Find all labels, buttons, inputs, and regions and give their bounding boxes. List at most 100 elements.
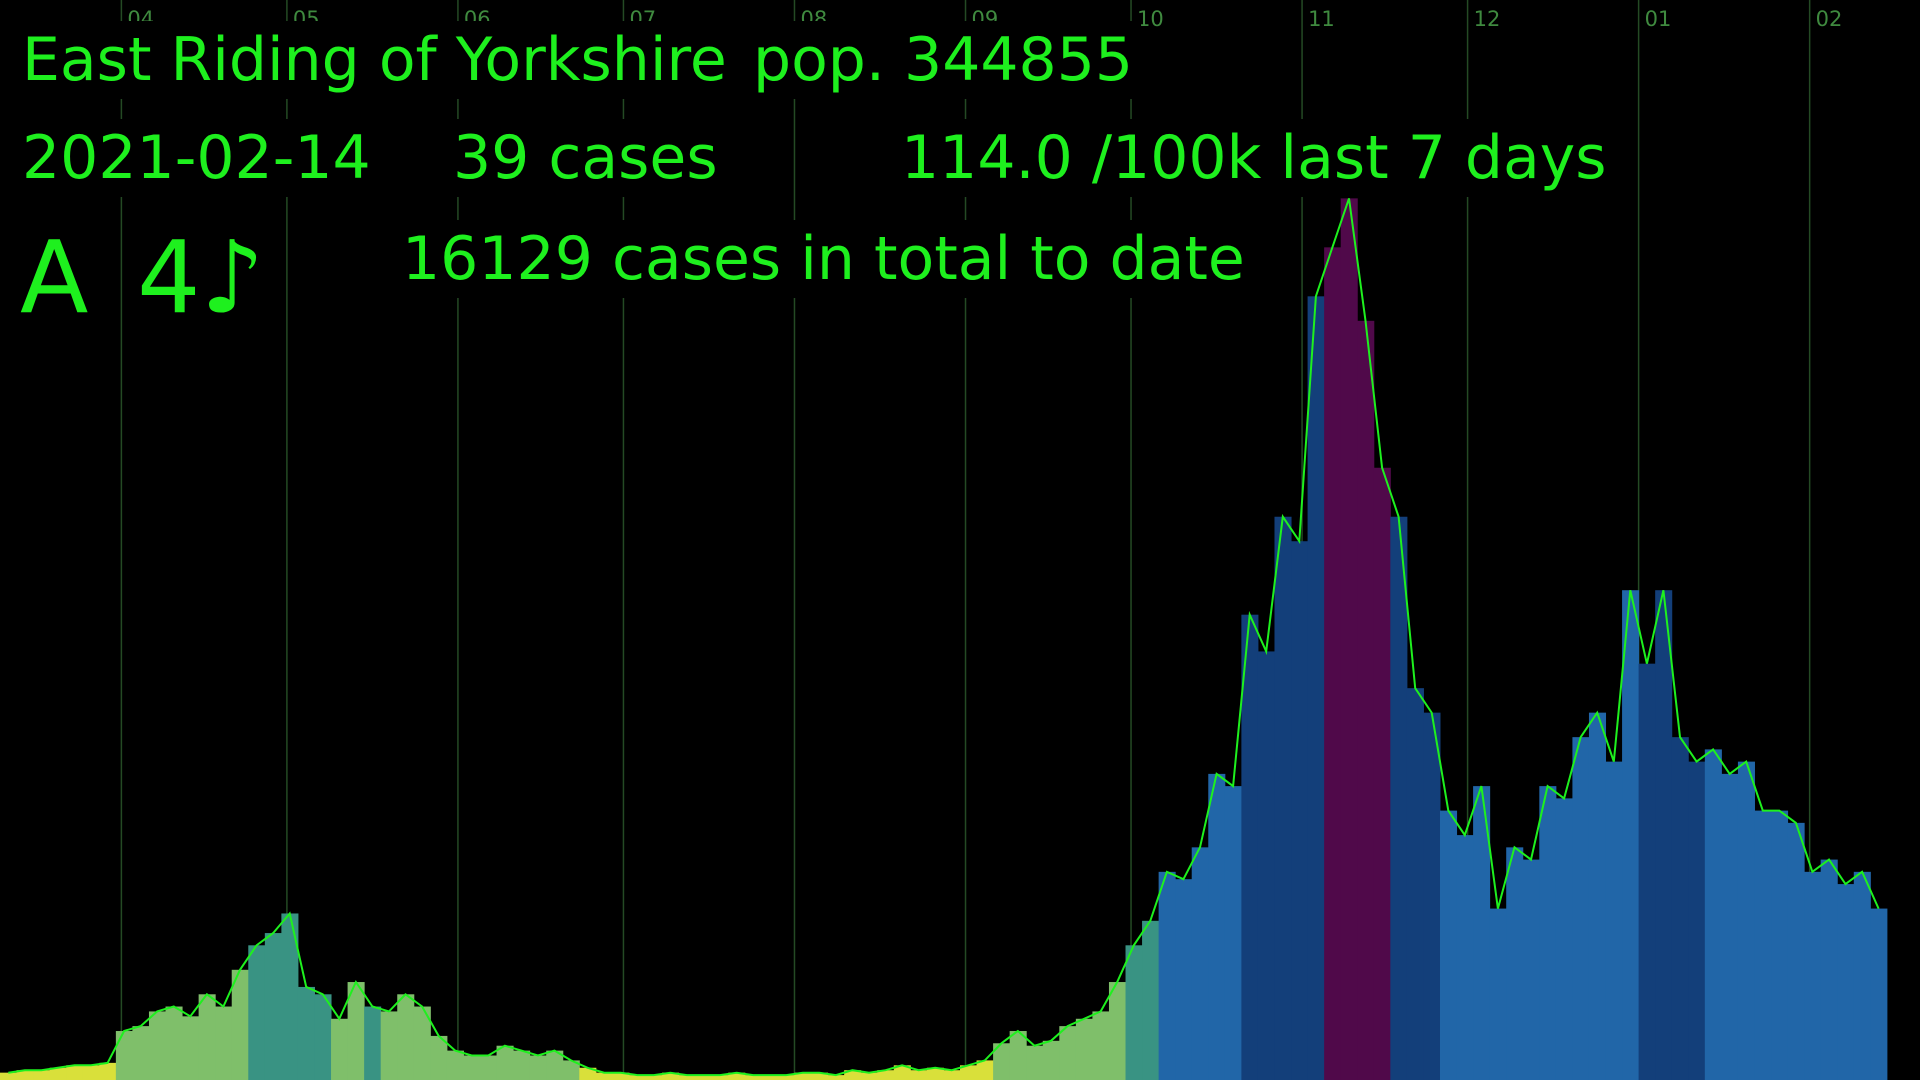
bar <box>1688 761 1706 1080</box>
bar <box>1473 786 1491 1080</box>
bar <box>612 1072 630 1080</box>
bar <box>1406 688 1424 1080</box>
bar <box>761 1075 779 1080</box>
bar <box>811 1072 829 1080</box>
bar <box>496 1045 514 1080</box>
bar <box>546 1050 564 1080</box>
bar <box>165 1006 183 1080</box>
bar <box>1721 773 1739 1080</box>
bar <box>281 913 299 1080</box>
bar <box>628 1075 647 1080</box>
bar <box>1257 651 1275 1080</box>
bar <box>695 1075 713 1080</box>
bar <box>1423 712 1441 1080</box>
bar <box>1704 749 1722 1080</box>
text-background <box>445 119 726 197</box>
bar <box>844 1070 862 1080</box>
bar <box>1224 786 1242 1080</box>
bar <box>33 1070 51 1080</box>
text-background <box>14 119 379 197</box>
bar <box>1754 810 1772 1080</box>
bar <box>397 994 415 1080</box>
x-tick-label: 10 <box>1137 7 1164 31</box>
bar <box>49 1067 67 1080</box>
text-background <box>893 119 1615 197</box>
bar <box>364 1006 382 1080</box>
bar <box>1307 296 1325 1080</box>
total-cases: 16129 cases in total to date <box>402 224 1245 294</box>
bar <box>480 1055 498 1080</box>
bar <box>662 1072 680 1080</box>
bar <box>1158 871 1176 1080</box>
x-tick-label: 11 <box>1308 7 1335 31</box>
tier: A <box>20 219 88 336</box>
bar <box>297 986 315 1080</box>
bar <box>877 1070 895 1080</box>
bar <box>463 1055 481 1080</box>
bar <box>1390 516 1408 1080</box>
bar <box>231 969 249 1080</box>
bar <box>1108 982 1127 1080</box>
bar <box>1291 541 1309 1080</box>
bar <box>99 1062 117 1080</box>
bar <box>1737 761 1755 1080</box>
bar <box>1655 590 1673 1080</box>
bar <box>943 1070 961 1080</box>
bar <box>1208 773 1226 1080</box>
bar <box>1274 516 1292 1080</box>
bar <box>678 1075 696 1080</box>
bar <box>1009 1031 1027 1080</box>
bar <box>1837 884 1855 1080</box>
bar <box>182 1016 200 1080</box>
sound: 4♪ <box>137 219 264 336</box>
bar <box>976 1060 994 1080</box>
bar <box>380 1011 398 1080</box>
bar <box>728 1072 746 1080</box>
bar <box>579 1067 597 1080</box>
bar <box>148 1011 167 1080</box>
bar <box>248 945 266 1080</box>
bar <box>529 1055 547 1080</box>
text-background <box>394 220 1253 298</box>
bar <box>430 1035 448 1080</box>
bar <box>1622 590 1640 1080</box>
bar <box>827 1075 845 1080</box>
bar <box>331 1018 349 1080</box>
trend-line <box>8 198 1880 1077</box>
bar <box>1042 1040 1060 1080</box>
bar <box>645 1075 663 1080</box>
bar <box>1555 798 1573 1080</box>
bar <box>1506 847 1524 1080</box>
bar <box>777 1075 795 1080</box>
bar <box>347 982 365 1080</box>
bar <box>1572 737 1590 1080</box>
bar <box>1125 945 1143 1080</box>
bar <box>132 1026 150 1080</box>
date: 2021-02-14 <box>22 123 371 193</box>
bar <box>960 1065 978 1080</box>
bar <box>1373 467 1391 1080</box>
bar <box>115 1031 133 1080</box>
x-tick-label: 01 <box>1645 7 1672 31</box>
bar <box>1092 1011 1110 1080</box>
text-background <box>745 21 1142 99</box>
bar <box>513 1050 531 1080</box>
bar <box>926 1067 944 1080</box>
weekly-rate: 114.0 /100k last 7 days <box>901 123 1607 193</box>
text-background <box>129 215 273 340</box>
bar <box>1638 663 1656 1080</box>
bar <box>1853 871 1871 1080</box>
bar <box>413 1006 431 1080</box>
bar <box>16 1070 34 1080</box>
bar <box>1357 320 1375 1080</box>
bar <box>860 1072 878 1080</box>
bar <box>1539 786 1557 1080</box>
bar <box>1142 920 1160 1080</box>
bar <box>198 994 216 1080</box>
bar <box>82 1065 100 1080</box>
bar <box>1059 1026 1077 1080</box>
bar <box>1671 737 1689 1080</box>
chart-title: East Riding of Yorkshire <box>22 25 727 95</box>
bar <box>66 1065 84 1080</box>
